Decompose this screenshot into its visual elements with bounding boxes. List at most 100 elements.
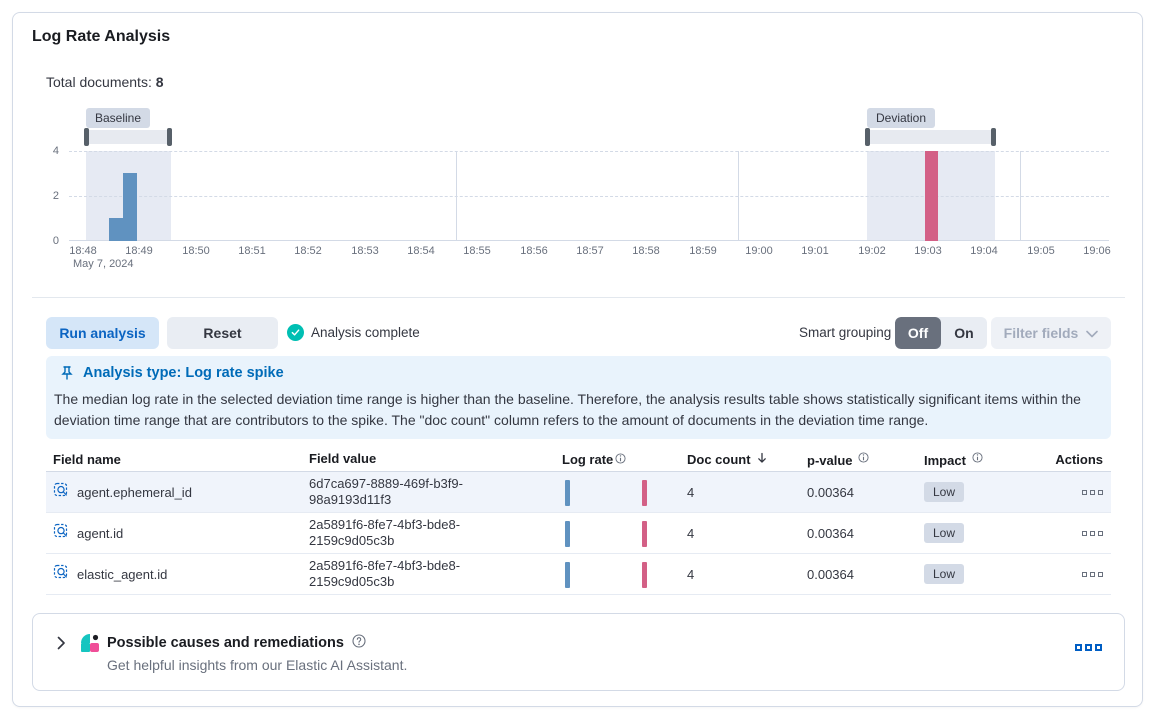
results-table-header: Field name Field value Log rate Doc coun… <box>46 447 1111 472</box>
field-value-cell: 6d7ca697-8889-469f-b3f9- 98a9193d11f3 <box>309 476 463 507</box>
info-icon[interactable] <box>858 451 869 466</box>
table-row: agent.ephemeral_id 6d7ca697-8889-469f-b3f… <box>46 472 1111 513</box>
y-axis-tick: 4 <box>52 145 59 157</box>
panel-actions-icon[interactable] <box>1075 644 1102 651</box>
y-axis-tick: 2 <box>52 190 59 202</box>
analysis-type-callout: Analysis type: Log rate spike The median… <box>46 356 1111 439</box>
x-tick-label: 18:51 <box>238 245 266 257</box>
run-analysis-button[interactable]: Run analysis <box>46 317 159 349</box>
chevron-right-icon[interactable] <box>54 636 68 655</box>
log-rate-deviation-tick <box>642 480 647 506</box>
p-value-cell: 0.00364 <box>807 484 854 500</box>
total-documents-label: Total documents: <box>46 74 152 90</box>
document-count-chart: Baseline Deviation 4 2 0 18:48 18:49 18:50… <box>13 13 1144 293</box>
smart-grouping-on-button[interactable]: On <box>941 317 987 349</box>
page-title: Log Rate Analysis <box>32 28 171 45</box>
x-tick-label: 19:00 <box>745 245 773 257</box>
section-divider <box>32 297 1125 298</box>
baseline-brush-left-handle[interactable] <box>84 128 89 146</box>
field-name-value: elastic_agent.id <box>77 566 168 582</box>
chart-plot-area[interactable] <box>69 151 1109 241</box>
impact-badge: Low <box>924 482 965 502</box>
deviation-brush[interactable] <box>867 130 996 144</box>
deviation-bar-4 <box>925 151 938 241</box>
x-tick-label: 18:58 <box>632 245 660 257</box>
baseline-brush-right-handle[interactable] <box>167 128 172 146</box>
log-rate-cell <box>562 554 687 594</box>
x-tick-label: 18:48 <box>69 245 97 257</box>
doc-count-cell: 4 <box>687 566 695 582</box>
elastic-ai-assistant-icon <box>80 633 100 658</box>
smart-grouping-off-button[interactable]: Off <box>895 317 941 349</box>
field-stats-icon[interactable] <box>53 482 70 502</box>
x-axis-line <box>69 240 1109 241</box>
smart-grouping-toggle: Off On <box>895 317 987 349</box>
log-rate-baseline-tick <box>565 562 570 588</box>
results-table: Field name Field value Log rate Doc coun… <box>46 447 1111 595</box>
x-tick-label: 18:57 <box>576 245 604 257</box>
field-name-value: agent.ephemeral_id <box>77 484 192 500</box>
filter-fields-button[interactable]: Filter fields <box>991 317 1111 349</box>
row-actions-icon[interactable] <box>1082 489 1103 495</box>
gridline-1900 <box>738 151 739 241</box>
header-impact[interactable]: Impact <box>924 451 1024 468</box>
gridline-1855 <box>456 151 457 241</box>
impact-badge: Low <box>924 564 965 584</box>
x-tick-label: 18:52 <box>294 245 322 257</box>
x-tick-label: 18:55 <box>463 245 491 257</box>
doc-count-cell: 4 <box>687 484 695 500</box>
x-tick-label: 18:50 <box>182 245 210 257</box>
gridline-2 <box>69 196 1109 197</box>
log-rate-deviation-tick <box>642 521 647 547</box>
analysis-type-body: The median log rate in the selected devi… <box>54 391 1081 428</box>
log-rate-analysis-panel: Log Rate Analysis Total documents: 8 Bas… <box>12 12 1143 707</box>
info-icon[interactable] <box>971 451 983 466</box>
x-tick-label: 19:03 <box>914 245 942 257</box>
field-stats-icon[interactable] <box>53 523 70 543</box>
header-doc-count[interactable]: Doc count <box>687 452 807 467</box>
p-value-cell: 0.00364 <box>807 525 854 541</box>
x-tick-label: 19:02 <box>858 245 886 257</box>
impact-badge: Low <box>924 523 965 543</box>
x-tick-label: 19:01 <box>801 245 829 257</box>
baseline-brush[interactable] <box>86 130 172 144</box>
baseline-bar-3 <box>123 173 137 241</box>
sort-descending-icon[interactable] <box>756 452 768 467</box>
p-value-cell: 0.00364 <box>807 566 854 582</box>
total-documents-value: 8 <box>155 74 164 90</box>
header-log-rate[interactable]: Log rate <box>562 447 687 471</box>
row-actions-icon[interactable] <box>1082 530 1103 536</box>
baseline-badge: Baseline <box>86 108 151 128</box>
filter-fields-label: Filter fields <box>1003 325 1079 341</box>
deviation-badge: Deviation <box>867 108 936 128</box>
reset-button[interactable]: Reset <box>167 317 278 349</box>
table-row: agent.id 2a5891f6-8fe7-4bf3-bde8- 2159c9d0… <box>46 513 1111 554</box>
controls-row: Run analysis Reset Analysis complete Sma… <box>13 317 1144 349</box>
x-axis-date-label: May 7, 2024 <box>73 258 134 270</box>
pin-icon <box>59 365 75 386</box>
check-icon <box>287 324 304 341</box>
log-rate-baseline-tick <box>565 521 570 547</box>
x-tick-label: 18:56 <box>520 245 548 257</box>
row-actions-icon[interactable] <box>1082 571 1103 577</box>
log-rate-deviation-tick <box>642 562 647 588</box>
x-tick-label: 18:49 <box>125 245 153 257</box>
deviation-brush-left-handle[interactable] <box>865 128 870 146</box>
field-stats-icon[interactable] <box>53 564 70 584</box>
question-info-icon[interactable] <box>352 634 366 652</box>
possible-causes-title: Possible causes and remediations <box>107 634 366 652</box>
info-icon[interactable] <box>615 452 626 467</box>
log-rate-cell <box>562 513 687 553</box>
header-p-value[interactable]: p-value <box>807 451 924 468</box>
field-value-cell: 2a5891f6-8fe7-4bf3-bde8- 2159c9d05c3b <box>309 517 461 548</box>
y-axis-tick: 0 <box>52 235 59 247</box>
analysis-type-title: Analysis type: Log rate spike <box>83 365 284 381</box>
field-value-cell: 2a5891f6-8fe7-4bf3-bde8- 2159c9d05c3b <box>309 558 461 589</box>
table-row: elastic_agent.id 2a5891f6-8fe7-4bf3-bde8-… <box>46 554 1111 595</box>
analysis-status-label: Analysis complete <box>311 325 420 340</box>
deviation-brush-right-handle[interactable] <box>991 128 996 146</box>
x-tick-label: 19:04 <box>970 245 998 257</box>
analysis-status: Analysis complete <box>287 324 420 341</box>
log-rate-cell <box>562 472 687 512</box>
x-tick-label: 18:59 <box>689 245 717 257</box>
